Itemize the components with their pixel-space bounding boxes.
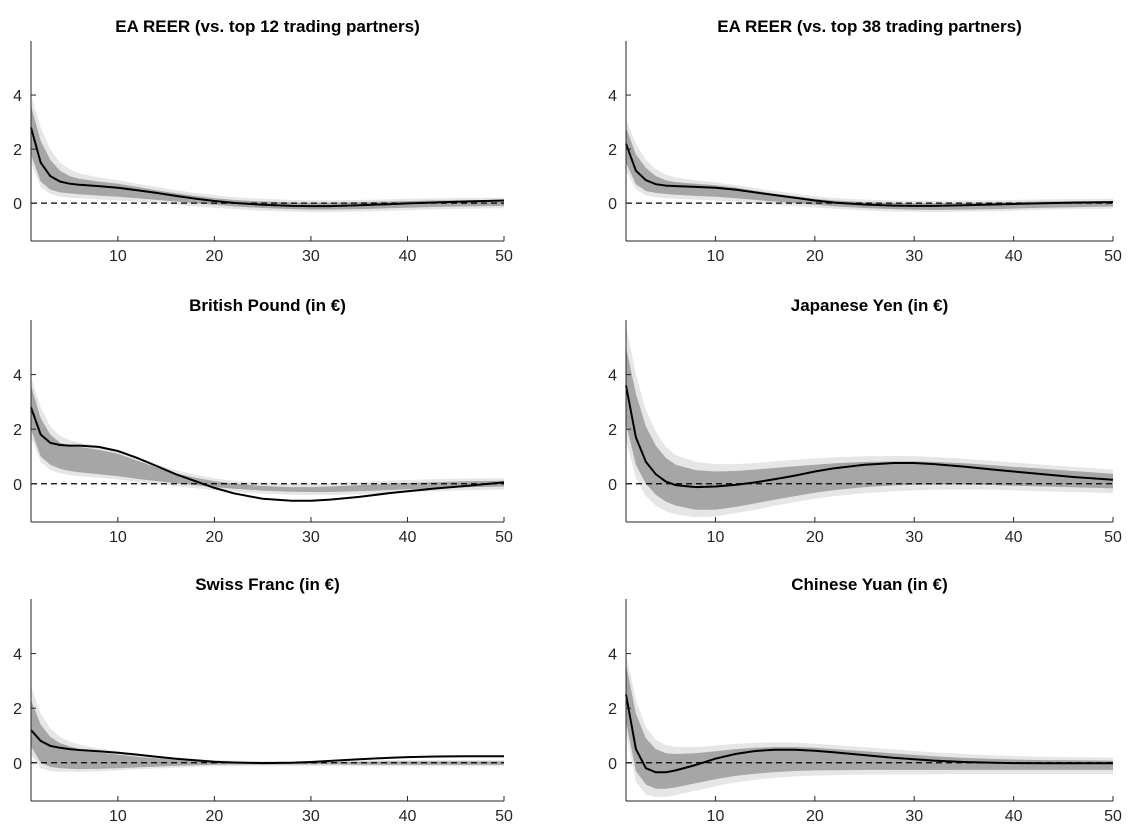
x-tick-label: 20 bbox=[206, 808, 224, 825]
y-tick-label: 2 bbox=[13, 422, 22, 439]
panel-title: EA REER (vs. top 38 trading partners) bbox=[717, 17, 1021, 36]
y-tick-label: 4 bbox=[13, 368, 22, 385]
x-tick-label: 30 bbox=[905, 248, 923, 265]
x-tick-label: 50 bbox=[1104, 248, 1122, 265]
y-tick-label: 2 bbox=[13, 701, 22, 718]
x-tick-label: 40 bbox=[1005, 248, 1023, 265]
y-tick-label: 0 bbox=[13, 196, 22, 213]
irf-panel: EA REER (vs. top 38 trading partners) 10 2… bbox=[608, 17, 1122, 265]
y-tick-label: 0 bbox=[608, 756, 617, 773]
x-tick-label: 40 bbox=[1005, 808, 1023, 825]
impulse-response-line bbox=[30, 407, 505, 502]
x-tick-label: 50 bbox=[495, 808, 513, 825]
x-tick-label: 30 bbox=[302, 248, 320, 265]
y-tick-label: 4 bbox=[13, 88, 22, 105]
x-tick-label: 50 bbox=[495, 248, 513, 265]
x-tick-label: 20 bbox=[806, 529, 824, 546]
x-tick-label: 30 bbox=[905, 529, 923, 546]
x-tick-label: 20 bbox=[206, 529, 224, 546]
confidence-band-inner bbox=[31, 105, 504, 210]
x-tick-label: 30 bbox=[302, 808, 320, 825]
x-tick-label: 10 bbox=[707, 248, 725, 265]
confidence-band-inner bbox=[626, 127, 1113, 210]
x-tick-label: 50 bbox=[1104, 529, 1122, 546]
impulse-response-line bbox=[625, 143, 1114, 207]
confidence-band-inner bbox=[31, 700, 504, 770]
y-tick-label: 2 bbox=[13, 142, 22, 159]
confidence-band-inner bbox=[31, 385, 504, 492]
panel-title: EA REER (vs. top 12 trading partners) bbox=[115, 17, 419, 36]
y-tick-label: 4 bbox=[608, 88, 617, 105]
y-tick-label: 4 bbox=[13, 647, 22, 664]
x-tick-label: 20 bbox=[806, 248, 824, 265]
x-tick-label: 50 bbox=[495, 529, 513, 546]
x-tick-label: 10 bbox=[707, 808, 725, 825]
y-tick-label: 4 bbox=[608, 647, 617, 664]
panel-title: Chinese Yuan (in €) bbox=[791, 575, 948, 594]
irf-panel: Swiss Franc (in €) 10 20 30 40 50 0 2 4 bbox=[13, 575, 513, 825]
x-tick-label: 10 bbox=[109, 808, 127, 825]
y-tick-label: 0 bbox=[13, 756, 22, 773]
irf-panel: British Pound (in €) 10 20 30 40 50 0 2 4 bbox=[13, 296, 513, 546]
impulse-response-line bbox=[625, 385, 1114, 489]
x-tick-label: 40 bbox=[399, 808, 417, 825]
irf-panel: Japanese Yen (in €) 10 20 30 40 50 0 2 4 bbox=[608, 296, 1122, 546]
y-tick-label: 2 bbox=[608, 422, 617, 439]
x-tick-label: 10 bbox=[707, 529, 725, 546]
y-tick-label: 0 bbox=[608, 196, 617, 213]
x-tick-label: 10 bbox=[109, 529, 127, 546]
x-tick-label: 20 bbox=[206, 248, 224, 265]
x-tick-label: 40 bbox=[399, 529, 417, 546]
irf-panel: EA REER (vs. top 12 trading partners) 10 2… bbox=[13, 17, 513, 265]
x-tick-label: 10 bbox=[109, 248, 127, 265]
confidence-band-outer bbox=[626, 119, 1113, 213]
panel-title: Japanese Yen (in €) bbox=[791, 296, 948, 315]
panel-title: Swiss Franc (in €) bbox=[195, 575, 340, 594]
confidence-band-outer bbox=[31, 377, 504, 495]
y-tick-label: 4 bbox=[608, 368, 617, 385]
x-tick-label: 20 bbox=[806, 808, 824, 825]
impulse-response-line bbox=[30, 127, 505, 208]
y-tick-label: 2 bbox=[608, 142, 617, 159]
y-tick-label: 0 bbox=[13, 477, 22, 494]
y-tick-label: 2 bbox=[608, 701, 617, 718]
panel-title: British Pound (in €) bbox=[189, 296, 346, 315]
x-tick-label: 30 bbox=[302, 529, 320, 546]
y-tick-label: 0 bbox=[608, 477, 617, 494]
x-tick-label: 30 bbox=[905, 808, 923, 825]
irf-panel: Chinese Yuan (in €) 10 20 30 40 50 0 2 4 bbox=[608, 575, 1122, 825]
x-tick-label: 40 bbox=[399, 248, 417, 265]
x-tick-label: 50 bbox=[1104, 808, 1122, 825]
confidence-band-inner bbox=[626, 664, 1113, 789]
confidence-band-inner bbox=[626, 347, 1113, 510]
impulse-response-line bbox=[30, 729, 504, 765]
x-tick-label: 40 bbox=[1005, 529, 1023, 546]
impulse-response-line bbox=[625, 694, 1113, 774]
